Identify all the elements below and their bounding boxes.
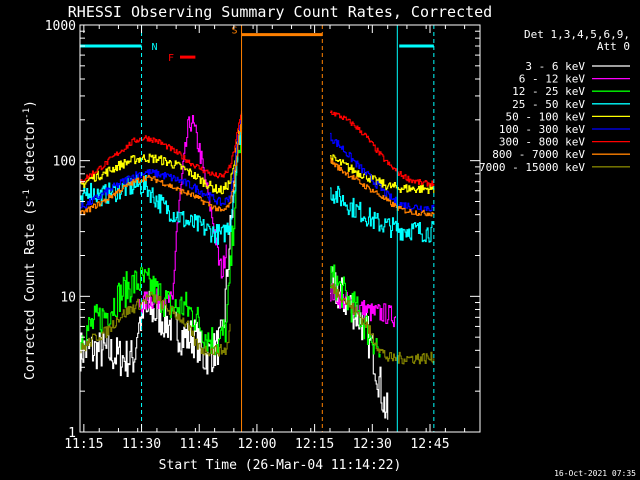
x-tick-label-5: 12:30 [353, 437, 392, 452]
series-line-8-seg-0 [80, 291, 231, 357]
x-tick-label-1: 11:30 [122, 437, 161, 452]
series-line-5-seg-0 [80, 111, 243, 209]
x-tick-label-0: 11:15 [64, 437, 103, 452]
x-tick-label-6: 12:45 [410, 437, 449, 452]
plot-frame [79, 24, 481, 433]
legend-label-2: 12 - 25 keV [512, 85, 585, 98]
series-line-4-seg-1 [330, 154, 435, 195]
y-axis: 1 10 100 1000 [45, 19, 480, 441]
series-line-0-seg-1 [330, 265, 389, 420]
night-label: N [152, 42, 158, 53]
y-tick-label-1: 10 [60, 290, 76, 305]
series-line-6-seg-1 [330, 110, 435, 187]
series-line-6-seg-0 [80, 110, 243, 183]
legend-header-line1: Det 1,3,4,5,6,9, [524, 28, 630, 41]
y-tick-label-2: 100 [53, 155, 76, 170]
series-line-7-seg-0 [80, 114, 243, 216]
annotations: N S F [80, 25, 435, 432]
flare-label: F [168, 53, 174, 64]
legend-label-6: 300 - 800 keV [499, 136, 585, 149]
legend-label-8: 7000 - 15000 keV [479, 161, 585, 174]
x-tick-label-3: 12:00 [237, 437, 276, 452]
series-line-8-seg-1 [330, 283, 435, 365]
series-line-2-seg-1 [330, 264, 381, 358]
y-tick-label-3: 1000 [45, 19, 76, 34]
x-tick-label-2: 11:45 [180, 437, 219, 452]
series-line-3-seg-1 [330, 185, 435, 243]
legend-label-0: 3 - 6 keV [525, 60, 585, 73]
series-line-7-seg-1 [330, 157, 435, 217]
chart-title: RHESSI Observing Summary Count Rates, Co… [68, 3, 492, 21]
series-line-3-seg-0 [80, 118, 243, 245]
plot-area [80, 110, 435, 420]
x-tick-label-4: 12:15 [295, 437, 334, 452]
x-axis-label: Start Time (26-Mar-04 11:14:22) [159, 458, 402, 473]
series-line-5-seg-1 [330, 132, 435, 213]
y-axis-label: Corrected Count Rate (s-1 detector-1) [22, 100, 38, 380]
saa-label: S [232, 26, 238, 37]
footer-timestamp: 16-Oct-2021 07:35 [554, 469, 636, 478]
legend-label-3: 25 - 50 keV [512, 98, 585, 111]
series-line-1-seg-0 [137, 114, 227, 314]
legend-label-4: 50 - 100 keV [506, 110, 586, 123]
legend-label-1: 6 - 12 keV [519, 73, 586, 86]
legend-label-7: 800 - 7000 keV [492, 148, 585, 161]
y-tick-label-0: 1 [68, 426, 76, 441]
legend-header-line2: Att 0 [597, 40, 630, 53]
x-axis: 11:15 11:30 11:45 12:00 12:15 12:30 12:45 [64, 24, 481, 452]
series-line-4-seg-0 [80, 113, 243, 195]
legend-label-5: 100 - 300 keV [499, 123, 585, 136]
